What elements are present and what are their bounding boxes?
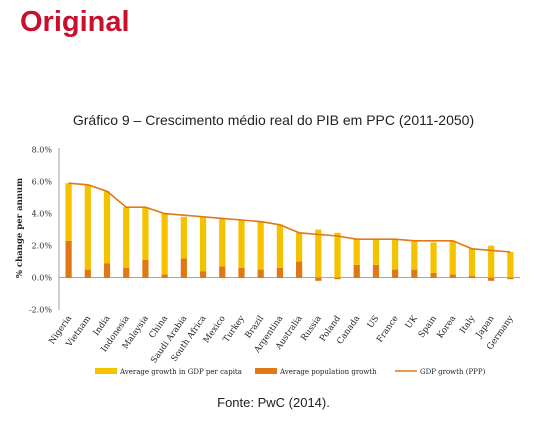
y-tick-label: 8.0% [32, 146, 53, 155]
bar-gdp-per-capita [372, 239, 380, 265]
bar-population-growth [430, 272, 437, 278]
bar-gdp-per-capita [84, 184, 91, 270]
legend-label-gdp-growth: GDP growth (PPP) [420, 368, 486, 376]
bar-gdp-per-capita [296, 232, 303, 262]
category-label: UK [404, 313, 420, 330]
bar-population-growth [411, 269, 418, 278]
bar-gdp-per-capita [430, 242, 437, 273]
bar-gdp-per-capita [142, 207, 149, 260]
bar-population-growth [219, 266, 226, 278]
bar-population-growth [238, 268, 245, 278]
bar-gdp-per-capita [353, 239, 360, 265]
bar-gdp-per-capita [219, 218, 226, 267]
bar-population-growth [372, 264, 380, 278]
original-heading: Original [20, 6, 130, 38]
bar-population-growth [468, 276, 476, 278]
bar-gdp-per-capita [65, 183, 72, 241]
bar-population-growth [84, 269, 91, 278]
bar-gdp-per-capita [334, 232, 341, 278]
y-axis-label: % change per annum [15, 178, 25, 278]
bar-gdp-per-capita [488, 245, 495, 278]
bar-gdp-per-capita [276, 224, 283, 268]
bar-gdp-per-capita [180, 216, 187, 259]
legend-label-population: Average population growth [279, 368, 377, 376]
bar-gdp-per-capita [411, 240, 418, 270]
bar-population-growth [161, 274, 168, 278]
bar-population-growth [142, 260, 149, 278]
bar-population-growth [199, 271, 207, 278]
bar-population-growth [507, 277, 514, 280]
y-tick-label: 4.0% [32, 210, 53, 219]
bar-population-growth [276, 268, 283, 278]
bar-gdp-per-capita [468, 248, 476, 276]
y-tick-label: 6.0% [32, 178, 53, 187]
bar-population-growth [123, 268, 130, 278]
bar-gdp-per-capita [199, 216, 207, 272]
bar-gdp-per-capita [507, 252, 514, 278]
bar-population-growth [353, 264, 360, 278]
bar-population-growth [296, 261, 303, 278]
bar-population-growth [449, 274, 456, 278]
bar-gdp-per-capita [315, 229, 322, 278]
category-label: US [366, 314, 382, 331]
bar-population-growth [392, 269, 399, 278]
bar-gdp-per-capita [392, 239, 399, 270]
bar-population-growth [180, 258, 187, 278]
bar-gdp-per-capita [257, 221, 264, 270]
gdp-growth-line [68, 182, 511, 253]
bar-gdp-per-capita [449, 240, 456, 275]
legend-swatch-gdp-per-capita [95, 368, 117, 374]
y-tick-label: 2.0% [32, 242, 53, 251]
bar-gdp-per-capita [123, 207, 130, 268]
legend-swatch-population [255, 368, 277, 374]
y-tick-label: 0.0% [32, 274, 53, 283]
chart-title: Gráfico 9 – Crescimento médio real do PI… [72, 112, 475, 128]
bar-population-growth [488, 277, 495, 281]
bar-gdp-per-capita [238, 220, 245, 268]
bar-population-growth [257, 269, 264, 278]
bar-gdp-per-capita [161, 213, 168, 275]
bar-population-growth [334, 277, 341, 280]
legend: Average growth in GDP per capita Average… [95, 368, 486, 376]
bar-gdp-per-capita [103, 191, 111, 264]
legend-label-gdp-per-capita: Average growth in GDP per capita [119, 368, 242, 376]
bar-population-growth [103, 263, 111, 278]
bar-population-growth [315, 277, 322, 281]
bar-population-growth [65, 240, 72, 278]
category-label: Korea [435, 314, 458, 341]
source-note: Fonte: PwC (2014). [217, 395, 330, 410]
y-tick-label: -2.0% [29, 306, 52, 315]
